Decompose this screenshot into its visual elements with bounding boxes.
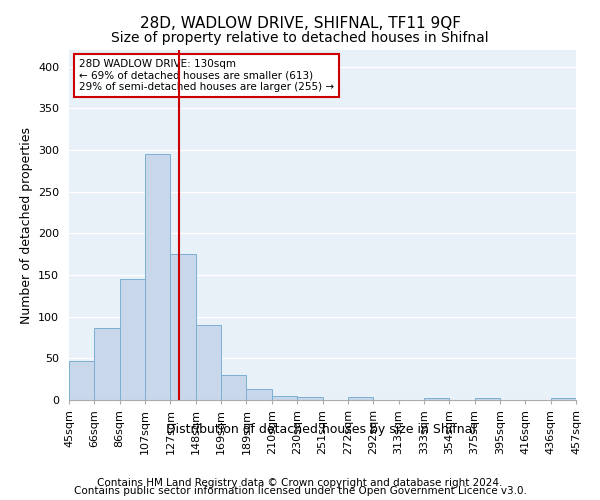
Text: 28D WADLOW DRIVE: 130sqm
← 69% of detached houses are smaller (613)
29% of semi-: 28D WADLOW DRIVE: 130sqm ← 69% of detach… [79, 59, 334, 92]
Text: 28D, WADLOW DRIVE, SHIFNAL, TF11 9QF: 28D, WADLOW DRIVE, SHIFNAL, TF11 9QF [139, 16, 461, 31]
Bar [247, 389, 272, 400]
Bar [348, 396, 373, 400]
Bar [170, 254, 196, 400]
Text: Contains HM Land Registry data © Crown copyright and database right 2024.: Contains HM Land Registry data © Crown c… [97, 478, 503, 488]
Bar [297, 396, 323, 400]
Bar [551, 398, 576, 400]
Bar [69, 361, 94, 400]
Bar [475, 398, 500, 400]
Y-axis label: Number of detached properties: Number of detached properties [20, 126, 32, 324]
Bar [145, 154, 170, 400]
Text: Distribution of detached houses by size in Shifnal: Distribution of detached houses by size … [166, 422, 476, 436]
Bar [120, 279, 145, 400]
Bar [272, 396, 297, 400]
Text: Contains public sector information licensed under the Open Government Licence v3: Contains public sector information licen… [74, 486, 526, 496]
Bar [94, 328, 119, 400]
Bar [221, 375, 247, 400]
Bar [424, 398, 449, 400]
Text: Size of property relative to detached houses in Shifnal: Size of property relative to detached ho… [111, 31, 489, 45]
Bar [196, 325, 221, 400]
